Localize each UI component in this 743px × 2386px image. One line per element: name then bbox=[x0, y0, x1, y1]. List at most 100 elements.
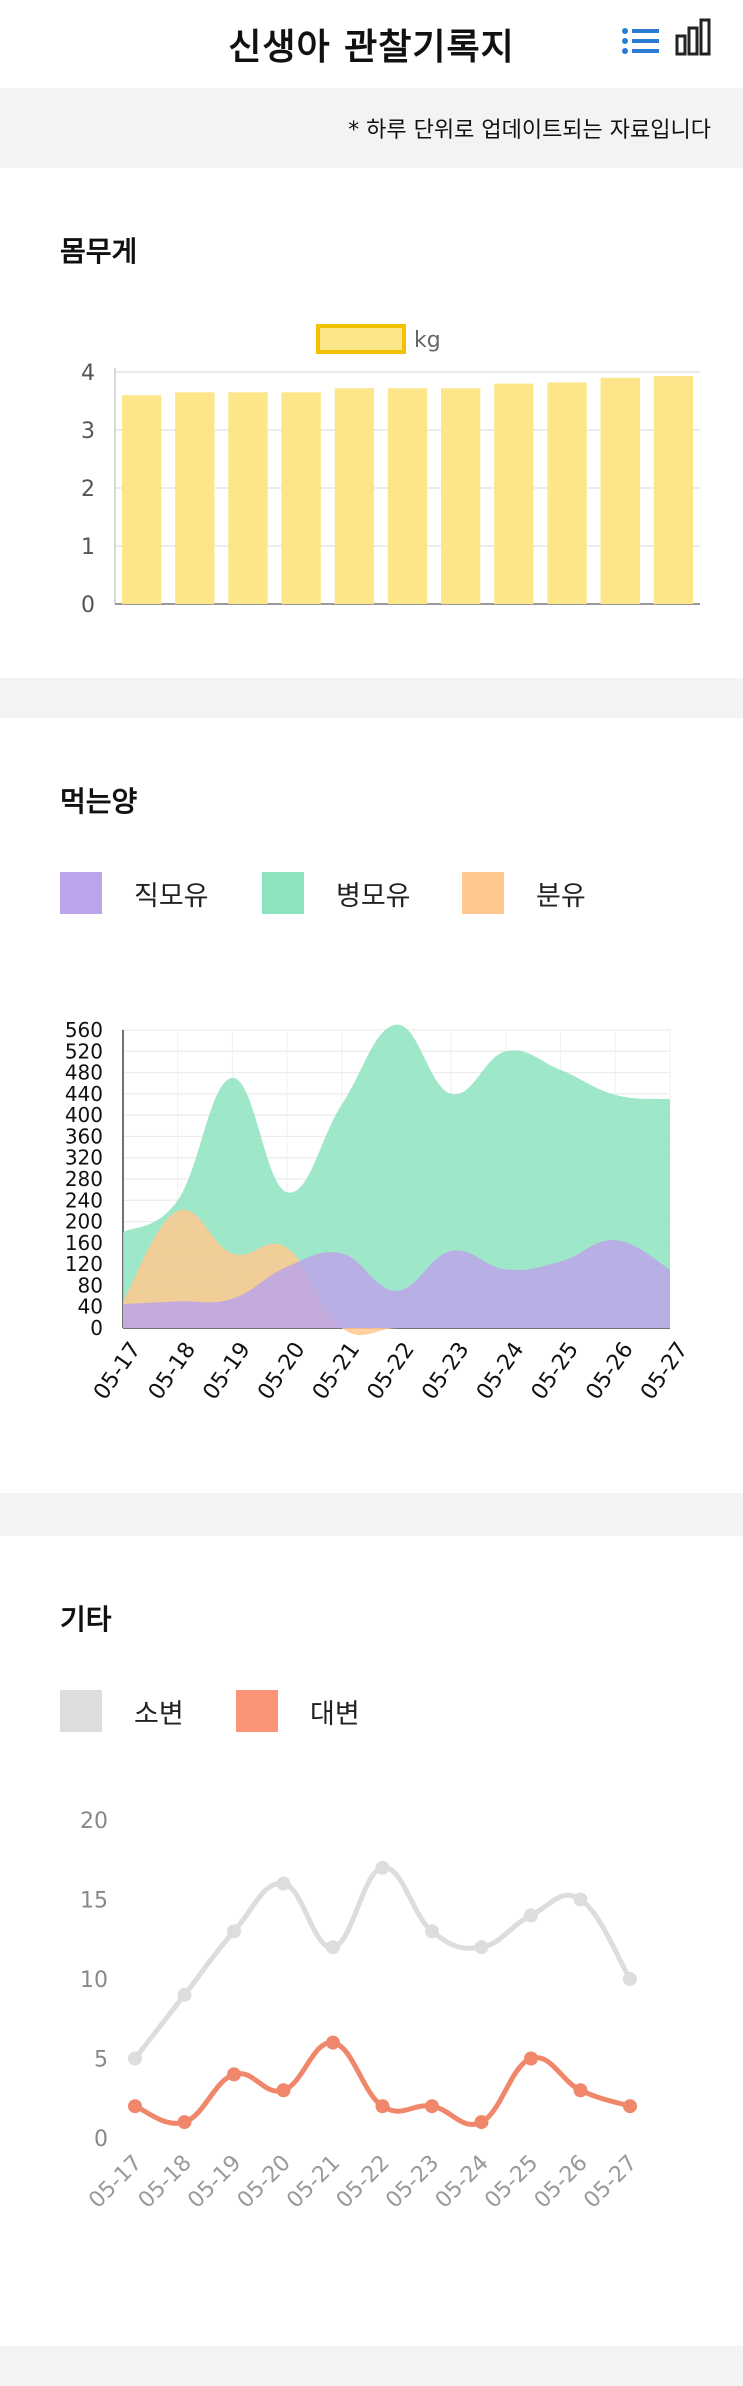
y-tick-label: 240 bbox=[65, 1188, 103, 1212]
feeding-point bbox=[177, 1210, 178, 1211]
weight-bar bbox=[228, 392, 268, 604]
y-tick-label: 200 bbox=[65, 1210, 103, 1234]
feeding-point bbox=[232, 1298, 233, 1299]
y-tick-label: 80 bbox=[78, 1273, 103, 1297]
other-point bbox=[474, 1940, 489, 1955]
y-tick-label: 480 bbox=[65, 1061, 103, 1085]
feeding-point bbox=[505, 1051, 506, 1052]
other-point bbox=[177, 1987, 192, 2002]
x-tick-label: 05-19 bbox=[183, 2151, 246, 2214]
weight-bar bbox=[441, 388, 481, 604]
feeding-area bbox=[123, 1240, 670, 1328]
feeding-point bbox=[123, 1301, 124, 1302]
feeding-point bbox=[232, 1077, 233, 1078]
other-point bbox=[326, 2035, 340, 2050]
list-icon[interactable] bbox=[621, 26, 661, 56]
legend-stool[interactable]: 대변 bbox=[236, 1690, 360, 1732]
x-tick-label: 05-19 bbox=[199, 1338, 256, 1405]
x-tick-label: 05-22 bbox=[332, 2151, 395, 2214]
legend-direct-breastmilk[interactable]: 직모유 bbox=[60, 872, 209, 914]
feeding-title: 먹는양 bbox=[60, 785, 138, 818]
feeding-point bbox=[232, 1253, 233, 1254]
feeding-point bbox=[560, 1069, 561, 1070]
bar-chart-icon[interactable] bbox=[675, 18, 713, 56]
feeding-point bbox=[396, 1024, 397, 1025]
y-tick-label: 0 bbox=[94, 2127, 108, 2152]
legend-label: 분유 bbox=[536, 880, 586, 912]
x-tick-label: 05-23 bbox=[381, 2151, 444, 2214]
other-point bbox=[623, 1972, 637, 1986]
feeding-point bbox=[123, 1304, 124, 1305]
x-tick-label: 05-25 bbox=[527, 1338, 584, 1405]
legend-label: 소변 bbox=[134, 1698, 184, 1730]
y-tick-label: 320 bbox=[65, 1146, 103, 1170]
x-tick-label: 05-21 bbox=[308, 1338, 365, 1405]
legend-urine[interactable]: 소변 bbox=[60, 1690, 184, 1732]
legend-bottle-breastmilk[interactable]: 병모유 bbox=[262, 872, 411, 914]
feeding-point bbox=[451, 1093, 452, 1094]
y-tick-label: 20 bbox=[80, 1809, 108, 1834]
other-point bbox=[128, 2099, 142, 2114]
other-point bbox=[573, 2083, 588, 2098]
x-tick-label: 05-26 bbox=[530, 2151, 593, 2214]
feeding-point bbox=[560, 1261, 561, 1262]
y-tick-label: 2 bbox=[81, 477, 95, 502]
weight-bar bbox=[494, 383, 534, 604]
x-tick-label: 05-24 bbox=[431, 2151, 494, 2214]
x-tick-label: 05-20 bbox=[253, 1338, 310, 1405]
page-title: 신생아 관찰기록지 bbox=[228, 27, 515, 68]
feeding-point bbox=[505, 1269, 506, 1270]
y-tick-label: 3 bbox=[81, 419, 95, 444]
header-icons bbox=[621, 18, 713, 56]
other-point bbox=[623, 2099, 637, 2114]
other-point bbox=[227, 2067, 241, 2082]
other-point bbox=[227, 1924, 241, 1939]
x-tick-label: 05-18 bbox=[134, 2151, 197, 2214]
weight-bar bbox=[653, 376, 694, 604]
y-tick-label: 120 bbox=[65, 1252, 103, 1276]
feeding-point bbox=[341, 1253, 342, 1254]
x-tick-label: 05-18 bbox=[144, 1338, 201, 1405]
legend-label: 병모유 bbox=[336, 880, 411, 912]
other-point bbox=[326, 1940, 340, 1955]
other-point bbox=[524, 2051, 538, 2066]
other-point bbox=[524, 1908, 538, 1923]
x-tick-label: 05-23 bbox=[417, 1338, 474, 1405]
other-line bbox=[133, 1865, 633, 2061]
app-header: 신생아 관찰기록지 bbox=[0, 0, 743, 88]
feeding-point bbox=[123, 1232, 124, 1233]
feeding-point bbox=[287, 1266, 288, 1267]
feeding-point bbox=[451, 1250, 452, 1251]
feeding-point bbox=[615, 1240, 616, 1241]
legend-label: 직모유 bbox=[134, 880, 209, 912]
x-tick-label: 05-21 bbox=[282, 2151, 345, 2214]
x-tick-label: 05-17 bbox=[84, 2151, 147, 2214]
feeding-point bbox=[287, 1248, 288, 1249]
y-tick-label: 280 bbox=[65, 1167, 103, 1191]
x-tick-label: 05-26 bbox=[582, 1338, 639, 1405]
x-tick-label: 05-17 bbox=[89, 1338, 146, 1405]
legend-swatch-kg bbox=[316, 324, 406, 354]
weight-title: 몸무게 bbox=[60, 235, 138, 268]
weight-bar bbox=[547, 382, 587, 604]
x-tick-label: 05-20 bbox=[233, 2151, 296, 2214]
y-tick-label: 40 bbox=[78, 1295, 103, 1319]
y-tick-label: 560 bbox=[65, 1018, 103, 1042]
x-tick-label: 05-22 bbox=[363, 1338, 420, 1405]
other-title: 기타 bbox=[60, 1603, 112, 1636]
other-point bbox=[474, 2115, 489, 2130]
y-tick-label: 520 bbox=[65, 1039, 103, 1063]
weight-bar bbox=[600, 377, 640, 604]
y-tick-label: 4 bbox=[81, 361, 95, 386]
legend-swatch bbox=[262, 872, 304, 914]
weight-chart: kg 0 1 2 3 4 bbox=[81, 324, 700, 618]
legend-swatch bbox=[236, 1690, 278, 1732]
other-point bbox=[375, 1860, 390, 1875]
legend-formula[interactable]: 분유 bbox=[462, 872, 586, 914]
feeding-point bbox=[177, 1301, 178, 1302]
y-tick-label: 5 bbox=[94, 2048, 108, 2073]
other-point bbox=[276, 1876, 291, 1891]
weight-bar bbox=[387, 388, 428, 604]
weight-bar bbox=[334, 388, 374, 604]
feeding-point bbox=[177, 1200, 178, 1201]
